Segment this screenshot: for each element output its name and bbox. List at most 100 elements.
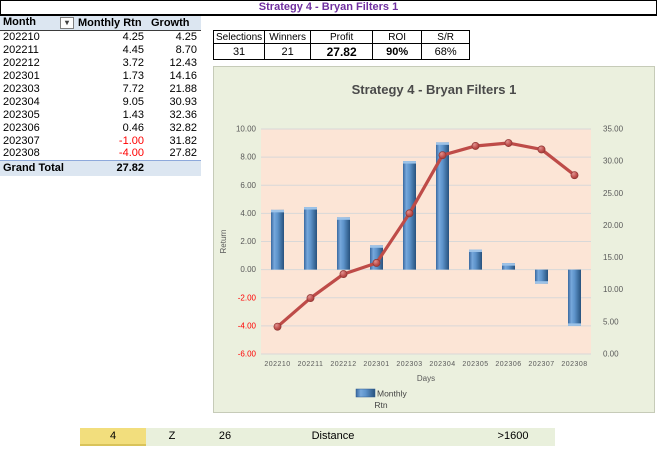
pivot-cell-growth[interactable]: 8.70 <box>175 43 197 56</box>
summary-header-sr[interactable]: S/R <box>421 30 471 44</box>
footer-cell-distance[interactable]: Distance <box>311 430 355 442</box>
svg-text:202212: 202212 <box>330 361 356 368</box>
svg-text:0.00: 0.00 <box>240 265 256 274</box>
pivot-row[interactable]: 202212 3.72 12.43 <box>0 56 201 69</box>
pivot-cell-month[interactable]: 202212 <box>3 56 40 69</box>
svg-text:Return: Return <box>219 229 228 253</box>
pivot-cell-month[interactable]: 202210 <box>3 30 40 43</box>
pivot-cell-month[interactable]: 202308 <box>3 147 40 160</box>
pivot-cell-monthly-rtn[interactable]: 9.05 <box>122 95 144 108</box>
svg-text:0.00: 0.00 <box>603 350 619 359</box>
strategy-chart-svg: 10.00 8.00 6.00 4.00 2.00 0.00 -2.00 -4.00 -6.00… <box>219 82 624 410</box>
summary-header-winners[interactable]: Winners <box>264 30 312 44</box>
summary-value-roi[interactable]: 90% <box>372 43 423 60</box>
footer-cell-param[interactable]: 4 <box>80 428 146 446</box>
summary-value-selections[interactable]: 31 <box>212 43 266 60</box>
pivot-cell-growth[interactable]: 14.16 <box>169 69 197 82</box>
pivot-header-month: ▾ Month <box>0 16 75 31</box>
svg-text:Monthly: Monthly <box>377 389 408 399</box>
summary-value-profit[interactable]: 27.82 <box>310 43 374 60</box>
pivot-cell-month[interactable]: 202305 <box>3 108 40 121</box>
svg-text:35.00: 35.00 <box>603 125 624 134</box>
pivot-cell-month[interactable]: 202306 <box>3 121 40 134</box>
svg-text:202307: 202307 <box>528 361 554 368</box>
pivot-header-month-label: Month <box>3 16 36 29</box>
summary-header-selections[interactable]: Selections <box>212 30 266 44</box>
svg-text:202304: 202304 <box>429 361 455 368</box>
pivot-row[interactable]: 202305 1.43 32.36 <box>0 108 201 121</box>
summary-header-row: Selections Winners Profit ROI S/R <box>212 30 471 44</box>
pivot-row[interactable]: 202303 7.72 21.88 <box>0 82 201 95</box>
summary-value-sr[interactable]: 68% <box>421 43 471 60</box>
pivot-cell-growth[interactable]: 27.82 <box>169 147 197 160</box>
svg-text:Strategy 4 - Bryan Filters 1: Strategy 4 - Bryan Filters 1 <box>352 82 517 97</box>
svg-text:8.00: 8.00 <box>240 153 256 162</box>
pivot-row[interactable]: 202307 -1.00 31.82 <box>0 134 201 147</box>
svg-text:202210: 202210 <box>264 361 290 368</box>
pivot-cell-growth[interactable]: 12.43 <box>169 56 197 69</box>
pivot-header-growth: Growth <box>148 16 201 31</box>
pivot-cell-monthly-rtn[interactable]: 4.25 <box>122 30 144 43</box>
pivot-cell-monthly-rtn[interactable]: 0.46 <box>122 121 144 134</box>
month-filter-dropdown-icon[interactable]: ▾ <box>60 17 74 29</box>
svg-text:202305: 202305 <box>462 361 488 368</box>
pivot-cell-month[interactable]: 202304 <box>3 95 40 108</box>
pivot-cell-monthly-rtn[interactable]: -1.00 <box>118 134 144 147</box>
pivot-header-monthly-rtn: Monthly Rtn <box>75 16 148 31</box>
pivot-cell-month[interactable]: 202211 <box>3 43 39 56</box>
footer-cell-26[interactable]: 26 <box>218 430 232 442</box>
grand-total-label: Grand Total <box>0 159 75 176</box>
pivot-cell-monthly-rtn[interactable]: 7.72 <box>122 82 144 95</box>
svg-text:6.00: 6.00 <box>240 181 256 190</box>
pivot-row[interactable]: 202301 1.73 14.16 <box>0 69 201 82</box>
pivot-cell-growth[interactable]: 32.36 <box>169 108 197 121</box>
pivot-cell-monthly-rtn[interactable]: 4.45 <box>122 43 144 56</box>
pivot-cell-growth[interactable]: 30.93 <box>169 95 197 108</box>
svg-text:202303: 202303 <box>396 361 422 368</box>
pivot-cell-growth[interactable]: 31.82 <box>169 134 197 147</box>
pivot-cell-month[interactable]: 202301 <box>3 69 40 82</box>
svg-text:20.00: 20.00 <box>603 221 624 230</box>
pivot-row[interactable]: 202308 -4.00 27.82 <box>0 147 201 160</box>
svg-text:10.00: 10.00 <box>236 125 257 134</box>
pivot-table: ▾ Month Monthly Rtn Growth 202210 4.25 4.2… <box>0 16 201 176</box>
summary-value-winners[interactable]: 21 <box>264 43 312 60</box>
pivot-row[interactable]: 202306 0.46 32.82 <box>0 121 201 134</box>
svg-text:202306: 202306 <box>495 361 521 368</box>
pivot-row[interactable]: 202211 4.45 8.70 <box>0 43 201 56</box>
summary-header-profit[interactable]: Profit <box>310 30 374 44</box>
svg-text:Rtn: Rtn <box>374 400 388 410</box>
svg-text:Days: Days <box>417 374 435 383</box>
pivot-cell-monthly-rtn[interactable]: 1.43 <box>122 108 144 121</box>
svg-text:-4.00: -4.00 <box>238 321 257 330</box>
strategy-chart[interactable]: 10.00 8.00 6.00 4.00 2.00 0.00 -2.00 -4.00 -6.00… <box>213 66 655 413</box>
pivot-cell-monthly-rtn[interactable]: -4.00 <box>118 147 144 160</box>
pivot-rows: 202210 4.25 4.25 202211 4.45 8.70 202212 3.72 12… <box>0 30 201 160</box>
pivot-cell-growth[interactable]: 32.82 <box>169 121 197 134</box>
pivot-cell-month[interactable]: 202303 <box>3 82 40 95</box>
footer-cell-z[interactable]: Z <box>168 430 176 442</box>
svg-text:5.00: 5.00 <box>603 317 619 326</box>
svg-text:-6.00: -6.00 <box>238 350 257 359</box>
pivot-cell-monthly-rtn[interactable]: 3.72 <box>122 56 144 69</box>
pivot-cell-growth[interactable]: 4.25 <box>175 30 197 43</box>
grand-total-growth-empty <box>148 159 201 176</box>
summary-header-roi[interactable]: ROI <box>372 30 423 44</box>
footer-cell-1600[interactable]: >1600 <box>497 430 529 442</box>
summary-value-row: 31 21 27.82 90% 68% <box>212 43 471 60</box>
pivot-cell-monthly-rtn[interactable]: 1.73 <box>122 69 144 82</box>
svg-text:202301: 202301 <box>363 361 389 368</box>
pivot-row[interactable]: 202210 4.25 4.25 <box>0 30 201 43</box>
page-title: Strategy 4 - Bryan Filters 1 <box>0 0 657 16</box>
grand-total-row[interactable]: Grand Total 27.82 <box>0 159 201 176</box>
svg-text:10.00: 10.00 <box>603 285 624 294</box>
svg-text:2.00: 2.00 <box>240 237 256 246</box>
pivot-row[interactable]: 202304 9.05 30.93 <box>0 95 201 108</box>
pivot-cell-month[interactable]: 202307 <box>3 134 40 147</box>
footer-parameter-band: Z 26 Distance >1600 <box>146 428 555 446</box>
summary-table: Selections Winners Profit ROI S/R 31 21 … <box>212 30 471 60</box>
grand-total-value: 27.82 <box>75 159 148 176</box>
svg-text:25.00: 25.00 <box>603 189 624 198</box>
pivot-cell-growth[interactable]: 21.88 <box>169 82 197 95</box>
